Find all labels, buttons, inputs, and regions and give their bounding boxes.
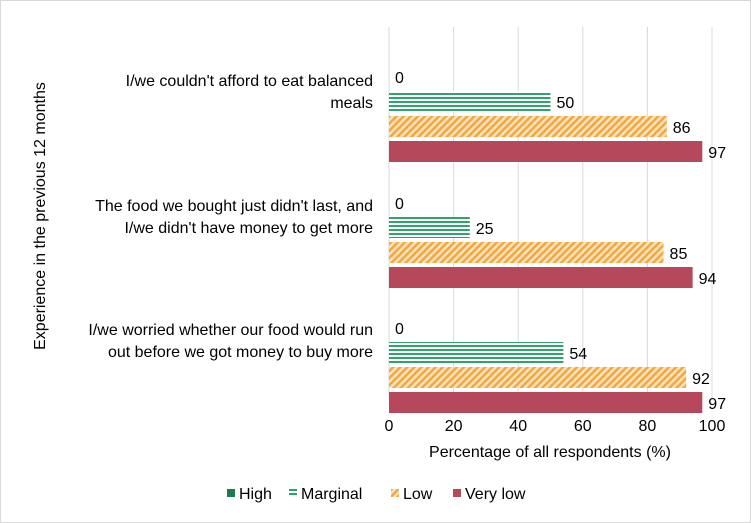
bar-marginal [389,91,551,112]
x-tick-label: 20 [445,418,463,435]
category-label: The food we bought just didn't last, and [95,198,373,215]
category-label: meals [330,95,373,112]
x-tick-label: 40 [509,418,527,435]
data-label: 86 [673,120,691,137]
legend-label-low: Low [403,486,433,503]
data-label: 0 [395,70,404,87]
x-axis-title: Percentage of all respondents (%) [429,444,671,461]
data-label: 50 [557,95,575,112]
x-axis-ticks: 0 20 40 60 80 100 [385,418,726,435]
category-labels: I/we couldn't afford to eat balanced mea… [88,73,373,361]
data-label: 0 [395,321,404,338]
y-axis-title: Experience in the previous 12 months [32,82,49,350]
legend: High Marginal Low Very low [227,486,526,503]
legend-label-high: High [239,486,272,503]
category-label: I/we couldn't afford to eat balanced [126,73,373,90]
bar-low [389,116,667,137]
legend-swatch-high [227,489,235,497]
bar-marginal [389,342,564,363]
bar-very-low [389,267,693,288]
legend-swatch-marginal [289,489,297,497]
data-label: 97 [708,145,726,162]
legend-swatch-very-low [453,489,461,497]
data-label: 54 [569,346,587,363]
gridlines [388,27,713,399]
legend-label-marginal: Marginal [301,486,362,503]
bar-low [389,367,687,388]
x-tick-label: 100 [699,418,726,435]
bar-very-low [389,392,703,413]
category-label: I/we didn't have money to get more [124,220,373,237]
legend-label-very-low: Very low [465,486,526,503]
data-label: 85 [670,246,688,263]
data-label: 92 [692,371,710,388]
x-tick-label: 0 [385,418,394,435]
bar-low [389,242,664,263]
bar-marginal [389,217,470,238]
data-label: 25 [476,221,494,238]
data-label: 97 [708,396,726,413]
x-tick-label: 60 [574,418,592,435]
category-label: I/we worried whether our food would run [88,322,373,339]
data-label: 0 [395,196,404,213]
x-tick-label: 80 [639,418,657,435]
bars-group [389,91,703,413]
category-label: out before we got money to buy more [108,344,373,361]
legend-swatch-low [391,489,399,497]
data-labels-group: 0 50 86 97 0 25 85 94 0 54 92 97 [395,70,726,413]
data-label: 94 [699,271,717,288]
bar-very-low [389,141,703,162]
